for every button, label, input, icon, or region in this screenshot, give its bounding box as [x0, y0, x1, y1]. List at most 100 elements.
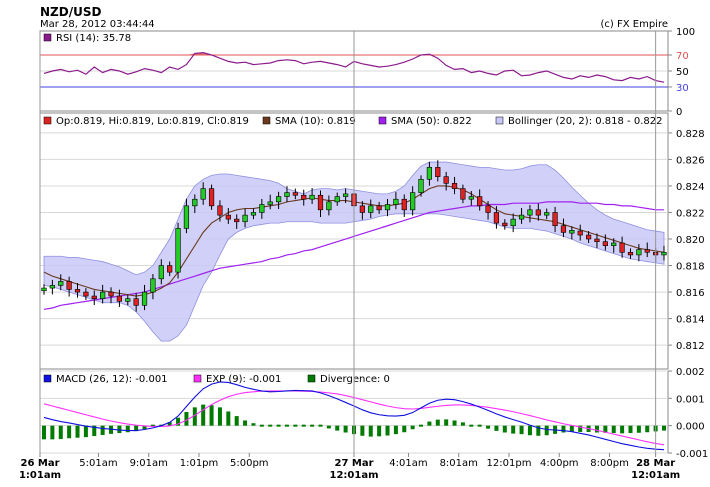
candle-up — [250, 212, 257, 216]
candle-down — [116, 295, 123, 302]
divergence-bar — [243, 420, 248, 426]
candle-down — [108, 291, 114, 297]
candle-down — [619, 242, 625, 253]
x-tick-label: 12:01am — [330, 470, 379, 481]
divergence-bar — [519, 425, 524, 435]
candle-up — [58, 281, 64, 286]
candle-down — [91, 295, 97, 299]
rsi-panel: 100 70 50 30 0 RSI (14): 35.78 — [39, 27, 695, 118]
macd-tick-label: 0.002 — [676, 367, 705, 378]
candle-up — [518, 214, 525, 220]
divergence-bar — [318, 424, 323, 427]
divergence-bar — [477, 424, 482, 427]
x-tick-label: 5:00pm — [230, 458, 269, 469]
divergence-bar — [603, 425, 608, 433]
candle-up — [49, 285, 55, 289]
candle-down — [317, 194, 324, 211]
price-tick-label: 0.814 — [676, 315, 705, 326]
candle-down — [443, 176, 449, 184]
divergence-bar — [561, 425, 566, 433]
candle-up — [158, 265, 164, 280]
x-tick-label: 1:01am — [19, 470, 61, 481]
divergence-bar — [377, 425, 382, 437]
divergence-bar — [67, 425, 72, 439]
candle-up — [141, 291, 148, 306]
divergence-bar — [343, 425, 348, 433]
divergence-bar — [494, 425, 499, 431]
divergence-bar — [662, 425, 666, 431]
divergence-bar — [42, 425, 46, 440]
candle-down — [376, 205, 382, 211]
exp-legend: EXP (9): -0.001 — [206, 374, 281, 385]
divergence-bar — [469, 424, 474, 427]
candle-up — [334, 196, 340, 203]
candle-up — [150, 278, 156, 293]
rsi-tick-label: 100 — [676, 27, 695, 38]
divergence-legend: Divergence: 0 — [320, 374, 390, 385]
candle-down — [602, 241, 608, 246]
divergence-bar — [645, 425, 650, 433]
candle-down — [401, 198, 407, 211]
divergence-bar — [117, 425, 122, 434]
divergence-bar — [92, 425, 97, 437]
x-tick-label: 4:00pm — [540, 458, 579, 469]
price-tick-label: 0.812 — [676, 341, 705, 352]
candle-up — [267, 201, 273, 205]
candle-up — [242, 214, 248, 223]
candle-up — [284, 192, 290, 197]
divergence-bar — [410, 425, 415, 430]
candle-down — [66, 281, 72, 290]
price-tick-label: 0.824 — [676, 182, 705, 193]
divergence-bar — [217, 407, 222, 426]
price-tick-label: 0.826 — [676, 155, 705, 166]
divergence-bar — [335, 425, 340, 431]
x-tick-label: 9:01am — [130, 458, 168, 469]
x-tick-label: 4:01am — [389, 458, 427, 469]
candle-down — [451, 183, 458, 189]
divergence-bar — [234, 416, 239, 426]
x-tick-label: 1:01pm — [180, 458, 219, 469]
copyright: (c) FX Empire — [601, 19, 669, 30]
candle-up — [611, 242, 617, 246]
divergence-bar — [594, 425, 599, 433]
bollinger-legend-swatch — [495, 116, 504, 125]
candle-down — [217, 205, 223, 216]
candle-up — [468, 196, 474, 200]
divergence-bar — [259, 424, 264, 427]
ohlc-legend: Op:0.819, Hi:0.819, Lo:0.819, Cl:0.819 — [56, 116, 249, 127]
divergence-bar — [569, 425, 574, 432]
candle-down — [133, 298, 139, 306]
divergence-bar — [58, 425, 63, 440]
sma10-legend-swatch — [262, 116, 271, 125]
candle-up — [183, 205, 190, 229]
candle-down — [208, 188, 215, 207]
divergence-bar — [326, 425, 331, 429]
divergence-bar — [402, 425, 407, 433]
bollinger-legend: Bollinger (20, 2): 0.818 - 0.822 — [508, 116, 662, 127]
candle-down — [292, 192, 298, 196]
candle-up — [175, 228, 181, 273]
sma50-legend: SMA (50): 0.822 — [391, 116, 472, 127]
divergence-bar — [226, 411, 231, 426]
candle-down — [577, 230, 583, 236]
candle-up — [544, 212, 550, 216]
rsi-tick-label: 70 — [676, 51, 689, 62]
price-panel: 0.828 0.826 0.824 0.822 0.820 0.818 0.816 0.814… — [39, 112, 705, 370]
rsi-tick-label: 30 — [676, 83, 689, 94]
candle-down — [477, 196, 483, 207]
rsi-tick-label: 0 — [676, 107, 682, 118]
candle-down — [560, 225, 567, 233]
macd-tick-label: -0.001 — [676, 449, 708, 460]
candle-down — [493, 212, 500, 224]
x-tick-label: 28 Mar — [636, 458, 675, 469]
candle-up — [326, 201, 332, 211]
divergence-bar — [100, 425, 105, 435]
price-tick-label: 0.820 — [676, 235, 705, 246]
candle-up — [661, 251, 667, 256]
divergence-bar — [636, 425, 641, 433]
divergence-bar — [184, 412, 189, 426]
divergence-bar — [460, 422, 465, 426]
candle-up — [393, 198, 399, 205]
candle-up — [100, 291, 106, 299]
divergence-bar — [50, 425, 55, 440]
